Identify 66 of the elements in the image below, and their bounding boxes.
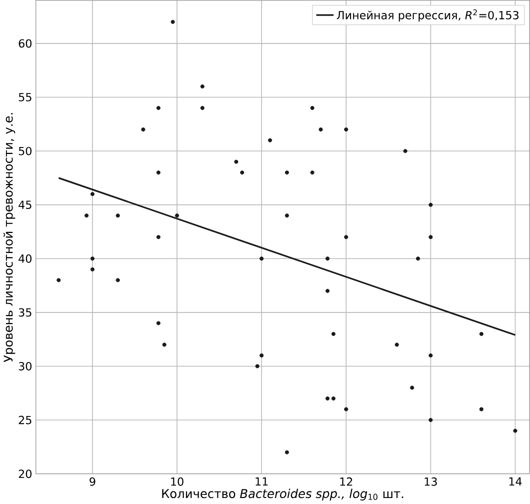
point (394, 342, 399, 347)
x-tick-label: 14 (509, 477, 522, 486)
point (90, 267, 95, 272)
x-tick-label: 10 (171, 477, 184, 486)
point (428, 202, 433, 207)
point (255, 364, 260, 368)
point (240, 170, 244, 175)
y-tick-label: 55 (18, 93, 32, 102)
point (331, 396, 336, 401)
y-tick-label: 30 (18, 362, 32, 370)
point (428, 418, 433, 422)
point (90, 256, 95, 261)
point (284, 214, 289, 218)
point (513, 428, 518, 433)
x-tick-label: 12 (340, 477, 352, 486)
point (260, 353, 264, 358)
point (116, 214, 120, 218)
point (175, 214, 180, 218)
point (156, 106, 160, 110)
x-tick-label: 11 (256, 477, 268, 486)
x-axis-title: Количество Bacteroides spp., log$_{10}$ шт. (162, 488, 404, 501)
point (479, 407, 484, 412)
y-tick-label: 25 (18, 416, 32, 424)
point (90, 192, 95, 196)
point (284, 450, 289, 454)
point (170, 20, 175, 24)
point (344, 235, 348, 240)
y-tick-label: 45 (18, 200, 32, 210)
x-tick-label: 13 (424, 477, 437, 486)
point (331, 332, 336, 336)
point (284, 170, 289, 175)
point (310, 106, 314, 110)
point (326, 288, 330, 293)
point (116, 278, 120, 282)
point (428, 235, 433, 240)
point (416, 256, 420, 261)
point (479, 332, 484, 336)
point (156, 235, 160, 240)
point (234, 160, 238, 164)
point (156, 170, 160, 175)
point (200, 106, 204, 110)
point (156, 321, 160, 326)
point (326, 256, 330, 261)
x-tick-label: 9 (90, 477, 96, 486)
point (326, 396, 330, 401)
point (428, 353, 433, 358)
point (84, 214, 89, 218)
point (403, 149, 408, 154)
point (141, 128, 146, 132)
point (344, 407, 348, 412)
y-tick-label: 50 (18, 146, 32, 156)
y-tick-label: 20 (18, 470, 32, 478)
point (410, 386, 414, 390)
point (56, 278, 61, 282)
point (318, 128, 323, 132)
point (310, 170, 314, 175)
y-tick-label: 35 (18, 308, 32, 317)
y-tick-label: 60 (18, 39, 32, 48)
legend-label: Линейная регрессия, R$^{2}$=0,153 (336, 9, 518, 22)
y-axis-title: Уровень личностной тревожности, у.е. (3, 113, 16, 362)
point (162, 342, 166, 347)
point (268, 138, 272, 142)
point (260, 256, 264, 261)
point (344, 128, 348, 132)
point (200, 84, 204, 89)
y-tick-label: 40 (18, 254, 32, 263)
